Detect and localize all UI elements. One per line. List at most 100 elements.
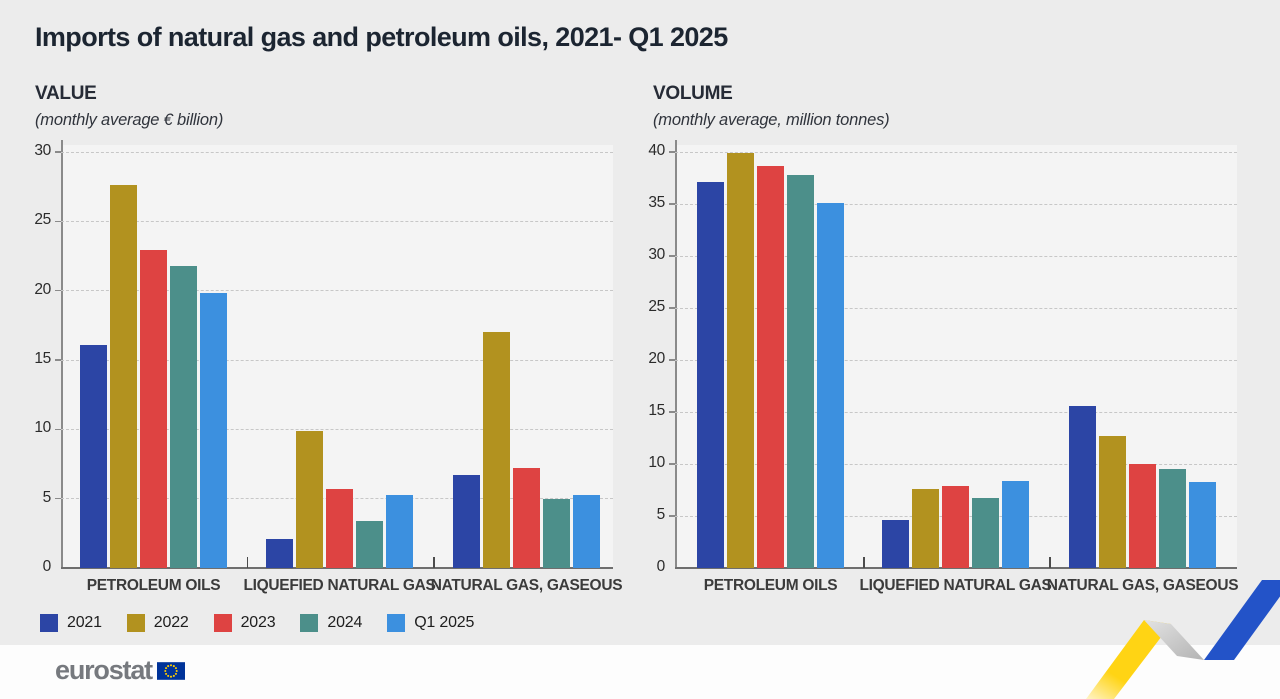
volume-y-axis-line	[675, 140, 677, 568]
y-tick-label: 20	[34, 280, 51, 298]
y-axis-tick	[669, 411, 675, 413]
y-axis-tick	[55, 151, 61, 153]
bar-2024	[170, 265, 197, 568]
legend-item-2024: 2024	[300, 614, 362, 632]
y-gridline	[61, 428, 613, 430]
chart-legend: 2021 2022 2023 2024 Q1 2025	[40, 614, 474, 632]
bar-2021	[882, 520, 909, 568]
legend-label: 2022	[153, 614, 189, 631]
y-axis-tick	[55, 428, 61, 431]
y-tick-label: 20	[648, 350, 665, 367]
y-gridline	[675, 203, 1237, 205]
bar-2021	[1069, 405, 1096, 568]
y-tick-label: 10	[648, 454, 665, 471]
y-tick-label: 0	[42, 558, 52, 575]
bar-2021	[697, 182, 724, 568]
y-axis-tick	[55, 359, 61, 361]
category-label: LIQUEFIED NATURAL GAS	[859, 577, 1052, 594]
volume-x-axis-line	[675, 567, 1237, 569]
bar-2023	[942, 485, 969, 568]
y-tick-label: 5	[42, 488, 52, 506]
category-divider-tick	[246, 557, 248, 568]
bar-2023	[513, 468, 540, 568]
y-tick-label: 35	[648, 194, 665, 211]
y-gridline	[675, 151, 1237, 153]
y-gridline	[61, 290, 613, 292]
bar-2023	[757, 165, 784, 568]
y-axis-tick	[55, 220, 61, 223]
ribbon-gray-band	[1144, 620, 1204, 660]
y-axis-tick	[669, 515, 675, 517]
y-gridline	[675, 307, 1237, 309]
y-gridline	[675, 359, 1237, 361]
ribbon-blue-band	[1204, 580, 1280, 660]
category-label: PETROLEUM OILS	[86, 577, 221, 594]
bar-q1-2025	[573, 494, 600, 568]
legend-swatch	[387, 614, 406, 632]
ribbon-yellow-band	[1086, 620, 1171, 699]
y-axis-tick	[55, 497, 61, 500]
y-tick-label: 40	[648, 142, 665, 159]
bar-q1-2025	[200, 293, 227, 568]
legend-label: 2024	[327, 614, 363, 631]
legend-swatch	[300, 614, 319, 632]
volume-chart-plot: 0 5 10 15 20 25 30 35 40 PETROLEUM OILS LIQUEFIED …	[648, 140, 1239, 594]
bar-2024	[972, 498, 999, 568]
legend-swatch	[213, 614, 232, 632]
category-label: NATURAL GAS, GASEOUS	[1046, 577, 1239, 594]
volume-chart-subtitle: (monthly average, million tonnes)	[653, 111, 890, 129]
eu-flag-icon	[156, 661, 185, 680]
y-gridline	[675, 463, 1237, 465]
bar-2024	[787, 174, 814, 568]
category-divider-tick	[863, 557, 865, 568]
bar-2024	[356, 520, 383, 568]
bar-2022	[110, 185, 137, 568]
value-y-axis-line	[61, 140, 63, 568]
y-axis-tick	[669, 359, 675, 361]
category-label: NATURAL GAS, GASEOUS	[430, 577, 623, 594]
y-axis-tick	[669, 151, 675, 153]
value-x-axis-line	[61, 567, 613, 569]
y-tick-label: 25	[648, 298, 665, 315]
eurostat-logo: eurostat	[55, 657, 185, 684]
trend-ribbon-decoration	[1086, 580, 1280, 699]
category-divider-tick	[1049, 557, 1051, 568]
legend-swatch	[40, 614, 58, 632]
bar-2022	[912, 488, 939, 568]
bar-2022	[1099, 435, 1126, 568]
bar-2022	[483, 332, 510, 568]
bar-q1-2025	[1002, 480, 1029, 568]
value-chart-subtitle: (monthly average € billion)	[35, 111, 224, 129]
y-tick-label: 15	[34, 350, 51, 367]
bar-2022	[727, 153, 754, 568]
y-tick-label: 30	[648, 246, 665, 263]
y-tick-label: 25	[34, 211, 51, 229]
eurostat-logo-text: eurostat	[55, 655, 153, 685]
legend-label: 2021	[67, 614, 102, 631]
legend-swatch	[126, 614, 145, 632]
legend-label: Q1 2025	[414, 614, 475, 631]
y-axis-tick	[669, 463, 675, 465]
y-gridline	[61, 359, 613, 361]
bar-2021	[453, 475, 480, 568]
value-chart-title: VALUE	[35, 83, 97, 104]
bar-2021	[266, 538, 293, 568]
y-tick-label: 0	[656, 558, 666, 575]
y-axis-tick	[669, 255, 675, 257]
bar-2024	[543, 498, 570, 568]
legend-item-2021: 2021	[40, 614, 102, 632]
category-label: PETROLEUM OILS	[703, 577, 838, 594]
y-tick-label: 5	[656, 506, 666, 523]
volume-chart-title: VOLUME	[653, 83, 733, 104]
y-axis-tick	[55, 289, 61, 292]
bar-q1-2025	[817, 202, 844, 568]
bar-2022	[296, 430, 323, 568]
bar-2021	[80, 344, 107, 568]
y-gridline	[675, 255, 1237, 257]
y-tick-label: 10	[34, 419, 51, 437]
bar-2024	[1159, 469, 1186, 568]
y-gridline	[675, 411, 1237, 413]
y-tick-label: 30	[34, 142, 51, 159]
bar-2023	[140, 250, 167, 568]
